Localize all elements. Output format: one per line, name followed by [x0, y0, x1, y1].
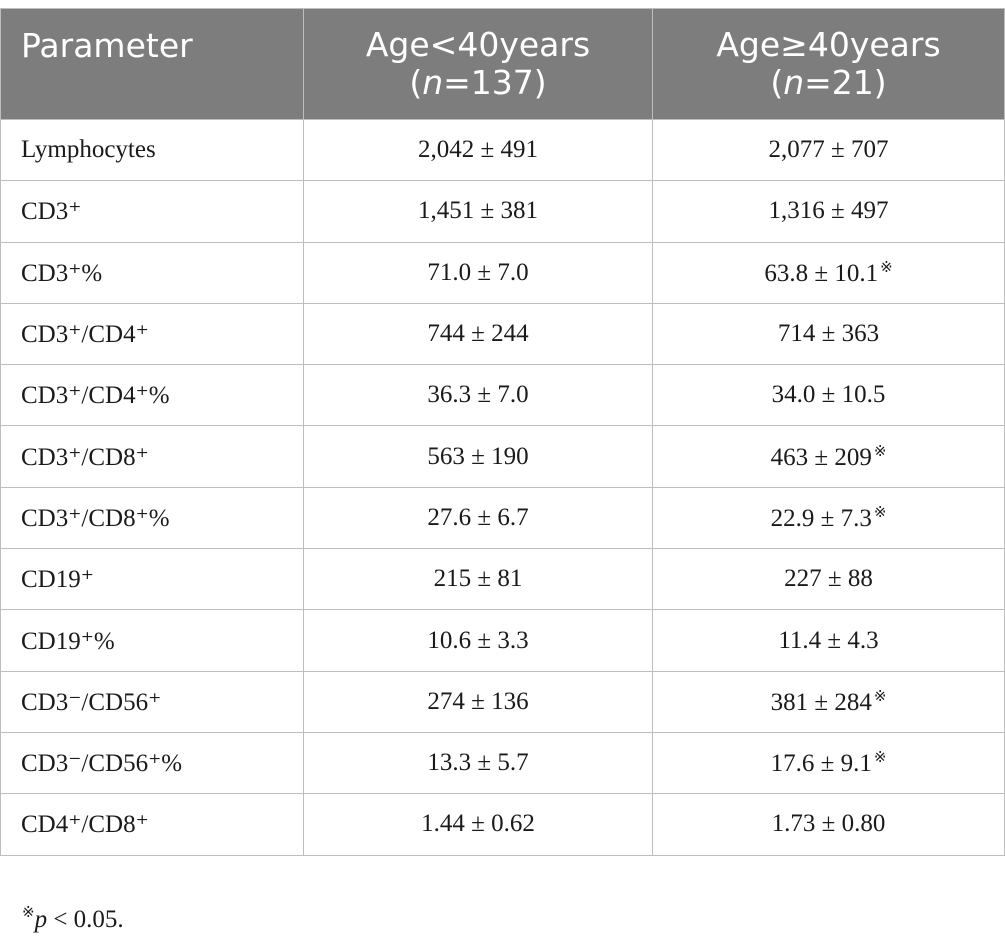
- cell-age-under-40: 1.44 ± 0.62: [303, 793, 653, 856]
- cell-age-40-plus: 17.6 ± 9.1 ※: [652, 731, 1005, 795]
- cell-age-40-plus-value: 34.0 ± 10.5: [771, 381, 886, 409]
- cell-age-under-40: 36.3 ± 7.0: [303, 364, 653, 427]
- cell-age-40-plus: 1,316 ± 497: [652, 180, 1005, 243]
- table-row: CD4⁺/CD8⁺ 1.44 ± 0.62 1.73 ± 0.80: [0, 793, 1005, 856]
- cell-age-under-40: 2,042 ± 491: [303, 118, 653, 182]
- table-row: CD3⁻/CD56⁺% 13.3 ± 5.7 17.6 ± 9.1 ※: [0, 731, 1005, 795]
- table-row: CD3⁻/CD56⁺ 274 ± 136 381 ± 284 ※: [0, 670, 1005, 733]
- table-row: CD19⁺ 215 ± 81 227 ± 88: [0, 548, 1005, 611]
- cell-age-40-plus-value: 1,316 ± 497: [768, 197, 889, 225]
- significance-mark: ※: [873, 443, 887, 460]
- header-age-40-plus-label: Age≥40years: [716, 25, 941, 64]
- cell-parameter: CD3⁻/CD56⁺: [0, 670, 304, 733]
- n-value: =21): [804, 63, 887, 102]
- significance-mark: ※: [880, 259, 893, 276]
- cell-age-40-plus-value: 714 ± 363: [777, 320, 880, 348]
- cell-parameter: CD3⁺/CD4⁺%: [0, 364, 304, 427]
- cell-parameter: CD19⁺%: [0, 609, 304, 672]
- table-header: Parameter Age<40years (n=137) Age≥40year…: [0, 8, 1005, 120]
- cell-age-40-plus: 63.8 ± 10.1 ※: [652, 241, 1005, 304]
- cell-parameter: CD3⁺%: [0, 241, 304, 304]
- cell-age-40-plus-value: 17.6 ± 9.1: [770, 750, 872, 778]
- p-label: p: [34, 906, 48, 933]
- table-row: CD3⁺/CD8⁺% 27.6 ± 6.7 22.9 ± 7.3 ※: [0, 486, 1005, 550]
- n-label: n: [422, 63, 444, 102]
- header-age-under-40-n: (n=137): [304, 64, 652, 102]
- cell-age-40-plus: 463 ± 209 ※: [652, 425, 1005, 488]
- table-row: CD3⁺/CD8⁺ 563 ± 190 463 ± 209 ※: [0, 425, 1005, 488]
- cell-age-under-40: 563 ± 190: [303, 425, 653, 488]
- n-value: =137): [443, 63, 547, 102]
- cell-parameter: CD3⁺: [0, 180, 304, 243]
- cell-age-40-plus: 2,077 ± 707: [652, 118, 1005, 182]
- cell-age-40-plus: 1.73 ± 0.80: [652, 793, 1005, 856]
- cell-parameter: CD3⁺/CD8⁺: [0, 425, 304, 488]
- cell-age-40-plus: 714 ± 363: [652, 302, 1005, 366]
- cell-age-40-plus-value: 11.4 ± 4.3: [778, 626, 879, 654]
- cell-age-under-40: 744 ± 244: [303, 302, 653, 366]
- table-row: CD3⁺ 1,451 ± 381 1,316 ± 497: [0, 180, 1005, 243]
- cell-age-under-40: 10.6 ± 3.3: [303, 609, 653, 672]
- table-body: Lymphocytes 2,042 ± 491 2,077 ± 707 CD3⁺ 1,4…: [0, 118, 1005, 856]
- significance-mark: ※: [873, 504, 887, 521]
- cell-age-40-plus: 34.0 ± 10.5: [652, 364, 1005, 427]
- cell-age-under-40: 274 ± 136: [303, 670, 653, 733]
- cell-age-40-plus-value: 381 ± 284: [770, 688, 872, 716]
- cell-parameter: CD3⁻/CD56⁺%: [0, 731, 304, 795]
- table-row: CD3⁺/CD4⁺% 36.3 ± 7.0 34.0 ± 10.5: [0, 364, 1005, 427]
- n-label: n: [783, 63, 805, 102]
- table-row: CD19⁺% 10.6 ± 3.3 11.4 ± 4.3: [0, 609, 1005, 672]
- cell-parameter: CD3⁺/CD8⁺%: [0, 486, 304, 550]
- header-parameter: Parameter: [0, 8, 304, 120]
- cell-age-40-plus: 11.4 ± 4.3: [652, 609, 1005, 672]
- cell-age-under-40: 215 ± 81: [303, 548, 653, 611]
- cell-parameter: Lymphocytes: [0, 118, 304, 182]
- footnote-text: < 0.05.: [47, 906, 124, 933]
- footnote: ※p < 0.05.: [22, 898, 124, 935]
- cell-age-40-plus-value: 63.8 ± 10.1: [764, 259, 879, 287]
- cell-age-under-40: 13.3 ± 5.7: [303, 731, 653, 795]
- cell-age-40-plus-value: 463 ± 209: [770, 443, 872, 471]
- header-age-40-plus-n: (n=21): [653, 64, 1004, 102]
- cell-age-40-plus-value: 1.73 ± 0.80: [771, 810, 886, 838]
- cell-age-40-plus-value: 22.9 ± 7.3: [770, 504, 872, 532]
- header-age-under-40-label: Age<40years: [365, 25, 591, 64]
- significance-mark: ※: [873, 688, 887, 705]
- cell-age-under-40: 71.0 ± 7.0: [303, 241, 653, 304]
- header-age-under-40: Age<40years (n=137): [303, 8, 653, 120]
- cell-parameter: CD19⁺: [0, 548, 304, 611]
- cell-age-40-plus: 227 ± 88: [652, 548, 1005, 611]
- significance-mark: ※: [873, 750, 887, 767]
- cell-age-40-plus-value: 227 ± 88: [784, 565, 873, 593]
- cell-age-40-plus-value: 2,077 ± 707: [768, 136, 889, 164]
- table-row: CD3⁺/CD4⁺ 744 ± 244 714 ± 363: [0, 302, 1005, 366]
- open-paren: (: [409, 63, 423, 102]
- cell-parameter: CD4⁺/CD8⁺: [0, 793, 304, 856]
- cell-parameter: CD3⁺/CD4⁺: [0, 302, 304, 366]
- results-table: Parameter Age<40years (n=137) Age≥40year…: [0, 8, 1005, 856]
- header-row: Parameter Age<40years (n=137) Age≥40year…: [0, 8, 1005, 120]
- cell-age-under-40: 1,451 ± 381: [303, 180, 653, 243]
- table-row: Lymphocytes 2,042 ± 491 2,077 ± 707: [0, 118, 1005, 182]
- significance-symbol: ※: [22, 905, 35, 921]
- table-row: CD3⁺% 71.0 ± 7.0 63.8 ± 10.1 ※: [0, 241, 1005, 304]
- open-paren: (: [770, 63, 784, 102]
- cell-age-under-40: 27.6 ± 6.7: [303, 486, 653, 550]
- cell-age-40-plus: 381 ± 284 ※: [652, 670, 1005, 733]
- header-age-40-plus: Age≥40years (n=21): [652, 8, 1005, 120]
- cell-age-40-plus: 22.9 ± 7.3 ※: [652, 486, 1005, 550]
